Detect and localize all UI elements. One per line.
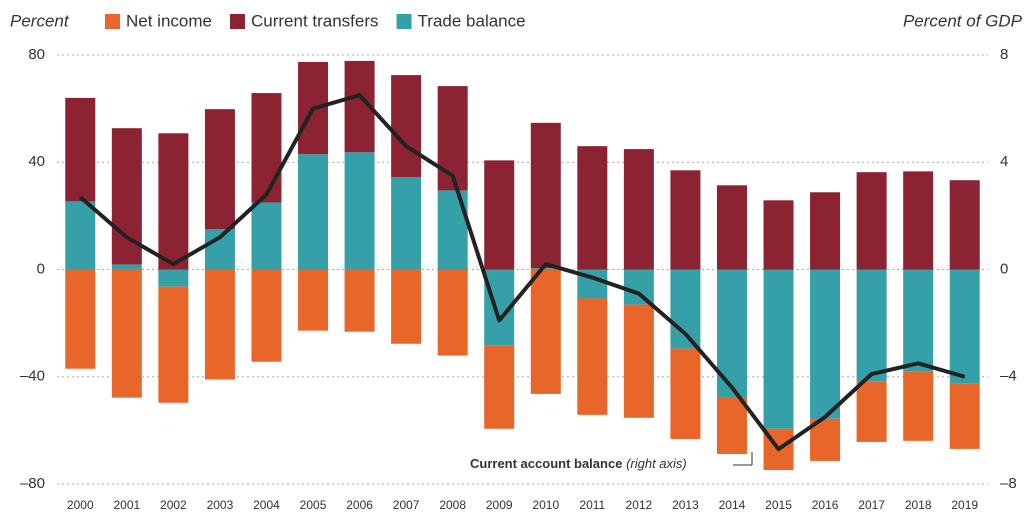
x-tick-label: 2001: [113, 498, 140, 512]
bar: [158, 269, 189, 287]
y2-tick-label: 4: [1000, 153, 1008, 170]
bar: [484, 345, 515, 429]
x-tick-label: 2017: [858, 498, 885, 512]
bar: [716, 269, 747, 398]
bar: [763, 269, 794, 429]
bar: [391, 177, 422, 270]
x-tick-label: 2000: [67, 498, 94, 512]
bar: [65, 201, 96, 270]
legend-swatch: [396, 14, 412, 29]
bar: [856, 269, 887, 382]
x-tick-label: 2016: [812, 498, 839, 512]
legend-label: Net income: [126, 11, 212, 30]
bar: [763, 200, 794, 270]
bars: [65, 60, 980, 471]
y2-tick-label: 0: [1000, 260, 1008, 277]
x-tick-label: 2004: [253, 498, 280, 512]
x-tick-label: 2009: [486, 498, 513, 512]
legend-label: Current transfers: [251, 11, 379, 30]
bar: [437, 269, 468, 356]
bar: [298, 269, 329, 331]
annotation-text: Current account balance: [470, 456, 622, 471]
y2-axis-label: Percent of GDP: [903, 11, 1023, 30]
bar: [158, 286, 189, 403]
bar: [158, 133, 189, 270]
bar: [111, 264, 142, 270]
bar: [344, 269, 375, 332]
y2-tick-label: –8: [1000, 475, 1017, 492]
x-tick-label: 2012: [626, 498, 653, 512]
bar: [251, 202, 282, 270]
bar: [949, 180, 980, 270]
bar: [204, 109, 235, 230]
x-tick-label: 2019: [951, 498, 978, 512]
y2-tick-label: 8: [1000, 46, 1008, 63]
x-tick-label: 2005: [300, 498, 327, 512]
bar: [391, 269, 422, 344]
x-tick-label: 2014: [719, 498, 746, 512]
legend-swatch: [105, 14, 120, 29]
legend-swatch: [229, 14, 245, 29]
bar: [623, 269, 654, 305]
bar: [670, 170, 701, 270]
bar: [810, 192, 841, 270]
x-tick-label: 2008: [439, 498, 466, 512]
x-tick-label: 2011: [579, 498, 605, 512]
bar: [344, 152, 375, 270]
bar: [810, 269, 841, 419]
bar: [949, 383, 980, 449]
annotation-note: (right axis): [626, 456, 687, 471]
bar: [530, 268, 561, 270]
bar: [391, 75, 422, 178]
y-tick-label: 40: [28, 153, 45, 170]
bar: [856, 172, 887, 270]
bar: [670, 348, 701, 439]
bar: [577, 298, 608, 415]
y-tick-label: –80: [20, 475, 45, 492]
bar: [903, 171, 934, 270]
bar: [530, 269, 561, 394]
legend-label: Trade balance: [418, 11, 526, 30]
bar: [65, 269, 96, 369]
bar: [949, 269, 980, 384]
bar: [298, 154, 329, 270]
y-tick-label: 0: [37, 260, 45, 277]
bar: [716, 185, 747, 270]
bar: [204, 269, 235, 380]
line: [78, 93, 966, 452]
bar: [903, 371, 934, 441]
bar: [111, 269, 142, 398]
bar: [856, 381, 887, 442]
annotation: Current account balance (right axis): [470, 456, 687, 471]
y-tick-label: 80: [28, 46, 45, 63]
x-tick-label: 2015: [765, 498, 792, 512]
y-tick-label: –40: [20, 368, 45, 385]
y-axis-label: Percent: [10, 11, 70, 30]
bar: [251, 93, 282, 203]
bar: [623, 304, 654, 418]
bar: [484, 160, 515, 270]
bar: [903, 269, 934, 372]
x-tick-label: 2010: [532, 498, 559, 512]
bar: [530, 122, 561, 269]
y2-tick-label: –4: [1000, 368, 1017, 385]
x-tick-label: 2006: [346, 498, 373, 512]
bar: [65, 97, 96, 202]
bar: [623, 149, 654, 270]
bar: [437, 86, 468, 191]
x-tick-label: 2002: [160, 498, 187, 512]
x-tick-label: 2013: [672, 498, 699, 512]
bar: [577, 146, 608, 270]
x-tick-label: 2003: [207, 498, 234, 512]
x-tick-label: 2007: [393, 498, 420, 512]
bar: [251, 269, 282, 362]
bar: [716, 397, 747, 454]
x-tick-label: 2018: [905, 498, 932, 512]
